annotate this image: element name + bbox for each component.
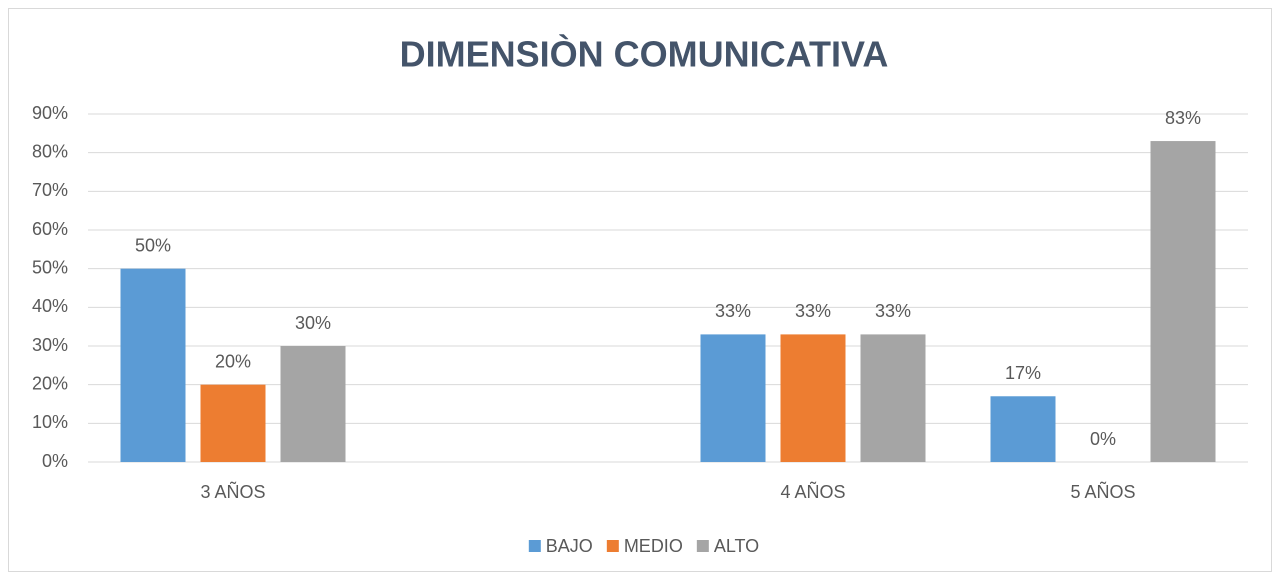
bar	[990, 396, 1056, 462]
bar	[1150, 141, 1216, 463]
y-tick-label: 0%	[42, 451, 68, 471]
bar	[860, 334, 926, 462]
legend-swatch	[606, 540, 619, 552]
legend-swatch	[528, 540, 541, 552]
legend-label: ALTO	[714, 536, 759, 556]
y-tick-label: 80%	[32, 141, 68, 161]
y-tick-label: 20%	[32, 373, 68, 393]
y-tick-label: 40%	[32, 296, 68, 316]
data-label: 33%	[715, 301, 751, 321]
legend-label: BAJO	[546, 536, 593, 556]
x-tick-label: 4 AÑOS	[780, 481, 845, 502]
bar	[120, 268, 186, 462]
data-label: 20%	[215, 351, 251, 371]
bar	[780, 334, 846, 462]
chart-title: DIMENSIÒN COMUNICATIVA	[400, 33, 889, 75]
y-tick-label: 30%	[32, 335, 68, 355]
x-tick-label: 5 AÑOS	[1070, 481, 1135, 502]
legend-swatch	[696, 540, 709, 552]
data-label: 50%	[135, 235, 171, 255]
data-label: 83%	[1165, 108, 1201, 128]
data-label: 30%	[295, 313, 331, 333]
data-label: 33%	[795, 301, 831, 321]
chart-border	[8, 8, 1272, 572]
data-label: 33%	[875, 301, 911, 321]
bar	[280, 346, 346, 462]
y-tick-label: 60%	[32, 219, 68, 239]
bar	[700, 334, 766, 462]
legend-label: MEDIO	[624, 536, 683, 556]
y-tick-label: 10%	[32, 412, 68, 432]
y-tick-label: 50%	[32, 257, 68, 277]
y-tick-label: 90%	[32, 103, 68, 123]
x-tick-label: 3 AÑOS	[200, 481, 265, 502]
data-label: 17%	[1005, 363, 1041, 383]
y-tick-label: 70%	[32, 180, 68, 200]
data-label: 0%	[1090, 429, 1116, 449]
bar	[200, 384, 266, 462]
